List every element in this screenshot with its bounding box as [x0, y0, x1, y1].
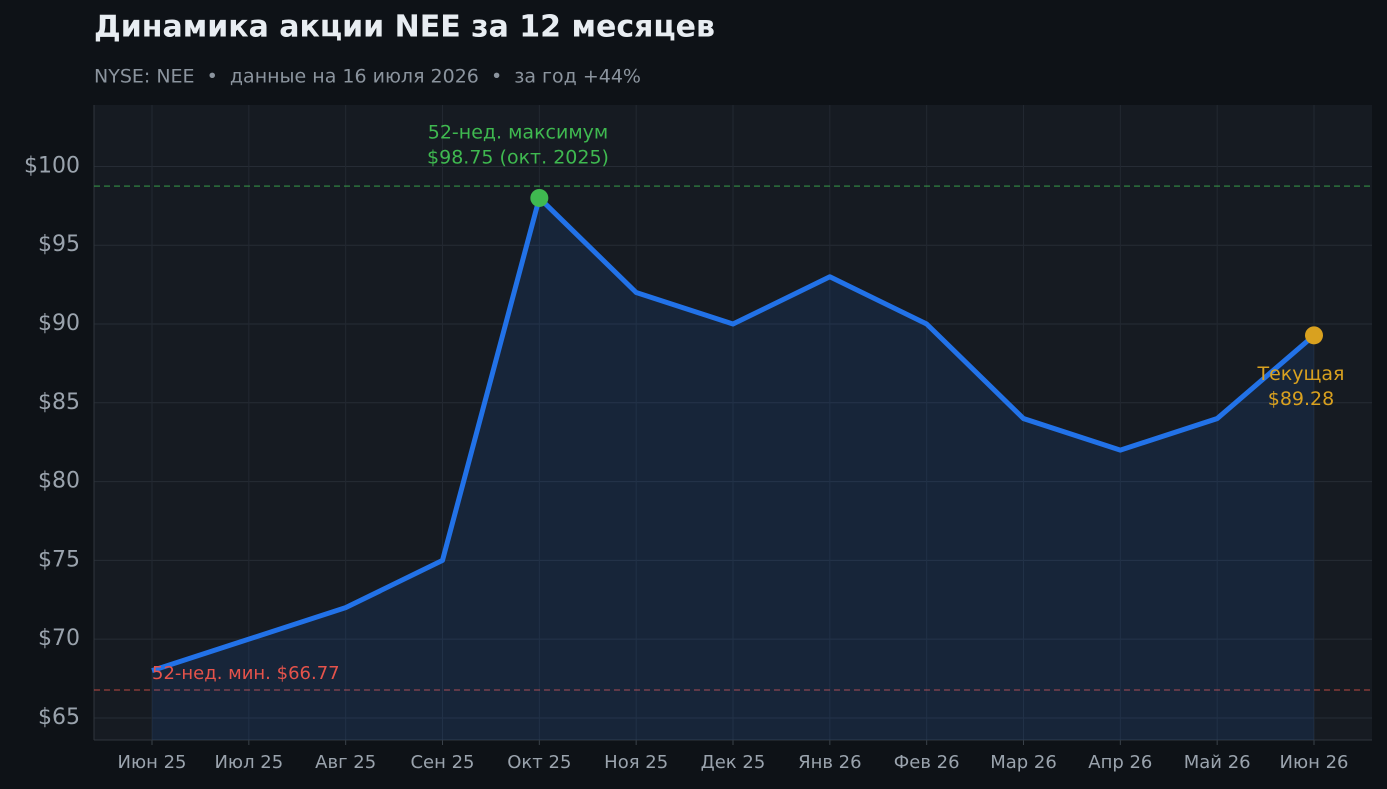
reference-label: $98.75 (окт. 2025) [427, 147, 609, 169]
chart-subtitle: NYSE: NEE • данные на 16 июля 2026 • за … [94, 66, 641, 88]
y-tick-label: $100 [24, 153, 80, 178]
x-tick-label: Апр 26 [1088, 752, 1152, 773]
x-tick-label: Ноя 25 [604, 752, 668, 773]
y-tick-label: $90 [38, 311, 80, 336]
chart-title: Динамика акции NEE за 12 месяцев [94, 10, 715, 45]
x-tick-label: Авг 25 [315, 752, 376, 773]
x-tick-label: Май 26 [1184, 752, 1251, 773]
x-tick-label: Дек 25 [701, 752, 766, 773]
x-tick-label: Июл 25 [214, 752, 283, 773]
x-tick-label: Июн 25 [117, 752, 186, 773]
x-tick-label: Июн 26 [1279, 752, 1348, 773]
y-tick-label: $75 [38, 547, 80, 572]
point-label: $89.28 [1268, 388, 1334, 410]
x-tick-label: Мар 26 [990, 752, 1057, 773]
reference-label: 52-нед. мин. $66.77 [152, 663, 340, 684]
y-tick-label: $85 [38, 390, 80, 415]
x-tick-label: Окт 25 [507, 752, 571, 773]
y-tick-label: $95 [38, 232, 80, 257]
highlight-point [530, 188, 549, 207]
y-tick-label: $65 [38, 705, 80, 730]
x-tick-label: Сен 25 [410, 752, 474, 773]
highlight-point [1305, 326, 1323, 345]
x-tick-label: Фев 26 [894, 752, 960, 773]
area [152, 197, 1314, 740]
point-label: Текущая [1257, 363, 1345, 385]
y-tick-label: $80 [38, 469, 80, 494]
line [151, 195, 1316, 674]
y-tick-label: $70 [38, 626, 80, 651]
x-tick-label: Янв 26 [798, 752, 862, 773]
reference-label: 52-нед. максимум [428, 122, 609, 144]
